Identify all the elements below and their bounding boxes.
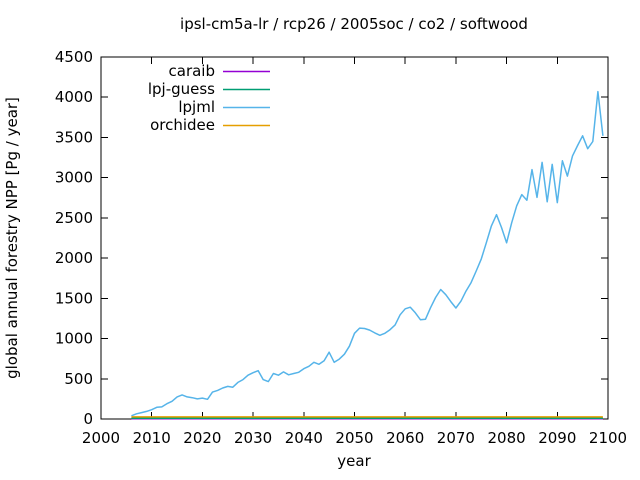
x-tick-label: 2080	[488, 429, 526, 447]
legend-label-orchidee: orchidee	[150, 116, 215, 134]
plot-area: 2000 2010 2020 2030 2040 2050 2060 2070 2080 2090…	[55, 48, 627, 447]
x-tick-label: 2010	[133, 429, 171, 447]
x-tick-label: 2060	[386, 429, 424, 447]
x-axis-label: year	[337, 452, 371, 470]
legend-label-lpj-guess: lpj-guess	[148, 80, 215, 98]
y-tick-label: 0	[83, 410, 93, 428]
y-axis-label: global annual forestry NPP [Pg / year]	[3, 97, 21, 379]
y-tick-label: 2000	[55, 249, 93, 267]
x-tick-label: 2000	[82, 429, 120, 447]
x-tick-label: 2070	[437, 429, 475, 447]
x-tick-label: 2100	[589, 429, 627, 447]
y-tick-label: 1500	[55, 289, 93, 307]
x-tick-label: 2020	[183, 429, 221, 447]
y-tick-label: 500	[64, 370, 93, 388]
legend-label-lpjml: lpjml	[178, 98, 215, 116]
y-tick-label: 4500	[55, 48, 93, 66]
series-line-lpjml	[131, 90, 604, 417]
y-tick-label: 3000	[55, 169, 93, 187]
y-tick-label: 3500	[55, 128, 93, 146]
y-tick-label: 1000	[55, 330, 93, 348]
x-tick-label: 2040	[285, 429, 323, 447]
chart-title: ipsl-cm5a-lr / rcp26 / 2005soc / co2 / s…	[180, 15, 528, 33]
y-tick-label: 2500	[55, 209, 93, 227]
y-tick-label: 4000	[55, 88, 93, 106]
legend-label-caraib: caraib	[169, 62, 216, 80]
x-tick-label: 2090	[538, 429, 576, 447]
x-tick-label: 2030	[234, 429, 272, 447]
x-tick-label: 2050	[335, 429, 373, 447]
plot-border	[100, 56, 609, 420]
